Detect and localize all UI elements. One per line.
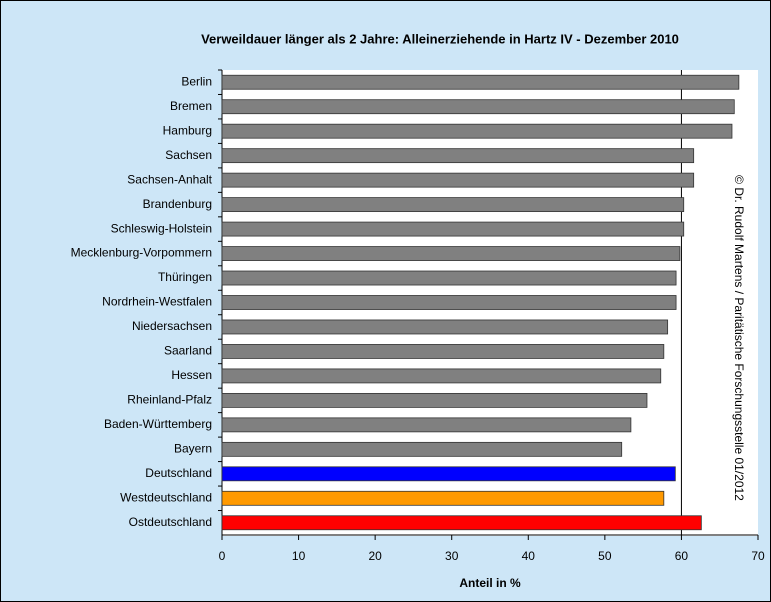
bar bbox=[221, 417, 632, 433]
bar bbox=[221, 319, 669, 335]
y-tick-label: Thüringen bbox=[158, 270, 212, 284]
y-tick-label: Sachsen bbox=[165, 148, 212, 162]
x-tick-label: 70 bbox=[751, 549, 765, 563]
bar bbox=[221, 466, 676, 482]
annotation: © Dr. Rudolf Martens / Paritätische Fors… bbox=[732, 175, 746, 501]
x-tick-label: 30 bbox=[445, 549, 459, 563]
y-tick-label: Bremen bbox=[170, 99, 212, 113]
bar bbox=[221, 221, 685, 237]
y-tick-label: Nordrhein-Westfalen bbox=[102, 295, 212, 309]
y-tick-label: Hessen bbox=[171, 368, 212, 382]
y-tick-label: Niedersachsen bbox=[132, 319, 212, 333]
x-tick-label: 10 bbox=[292, 549, 306, 563]
bar bbox=[221, 515, 702, 531]
bar bbox=[221, 172, 695, 188]
x-tick-label: 0 bbox=[219, 549, 226, 563]
bar bbox=[221, 295, 677, 310]
chart-title: Verweildauer länger als 2 Jahre: Alleine… bbox=[201, 31, 679, 46]
bar bbox=[221, 246, 681, 261]
y-tick-label: Baden-Württemberg bbox=[104, 417, 212, 431]
bar bbox=[221, 197, 685, 213]
bar bbox=[221, 74, 740, 90]
y-tick-label: Saarland bbox=[164, 344, 212, 358]
bar bbox=[221, 99, 735, 115]
bar bbox=[221, 148, 695, 164]
x-axis-title: Anteil in % bbox=[459, 576, 521, 590]
y-tick-label: Deutschland bbox=[145, 466, 212, 480]
y-tick-label: Mecklenburg-Vorpommern bbox=[71, 246, 212, 260]
bar bbox=[221, 441, 623, 457]
y-tick-label: Ostdeutschland bbox=[129, 515, 212, 529]
y-tick-label: Berlin bbox=[181, 74, 212, 88]
bar bbox=[221, 368, 662, 384]
y-tick-label: Schleswig-Holstein bbox=[111, 221, 212, 235]
bar bbox=[221, 392, 648, 408]
x-tick-label: 50 bbox=[598, 549, 612, 563]
y-tick-label: Rheinland-Pfalz bbox=[127, 393, 212, 407]
x-tick-label: 20 bbox=[368, 549, 382, 563]
y-tick-label: Brandenburg bbox=[143, 197, 212, 211]
y-tick-label: Hamburg bbox=[163, 123, 212, 137]
bar bbox=[221, 123, 733, 139]
bar bbox=[221, 490, 665, 506]
bar bbox=[221, 344, 665, 359]
y-tick-label: Bayern bbox=[174, 442, 212, 456]
x-tick-label: 40 bbox=[522, 549, 536, 563]
bar bbox=[221, 270, 677, 286]
y-tick-label: Sachsen-Anhalt bbox=[127, 172, 212, 186]
y-tick-label: Westdeutschland bbox=[120, 490, 212, 504]
x-tick-label: 60 bbox=[675, 549, 689, 563]
